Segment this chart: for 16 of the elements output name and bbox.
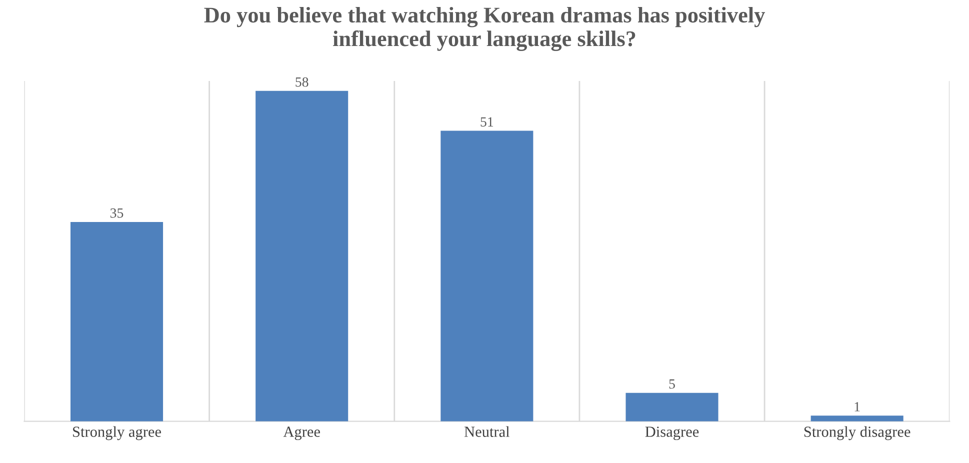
x-tick-label: Neutral xyxy=(464,426,510,437)
x-tick-label: Agree xyxy=(283,426,320,440)
bar xyxy=(810,416,904,422)
data-label: 35 xyxy=(110,208,124,218)
bar xyxy=(256,90,348,422)
data-label: 5 xyxy=(669,379,675,389)
x-tick-label: Strongly agree xyxy=(73,426,161,440)
bar xyxy=(70,222,164,422)
data-label: 58 xyxy=(296,77,308,87)
bar xyxy=(626,392,718,422)
x-tick-label: Strongly disagree xyxy=(804,426,910,440)
data-label: 1 xyxy=(854,402,860,412)
data-label: 51 xyxy=(480,117,494,127)
chart-title: Do you believe that watching Korean dramas has positively influenced your language skills? xyxy=(204,6,765,51)
x-tick-label: Disagree xyxy=(645,426,699,440)
bar xyxy=(440,130,534,422)
